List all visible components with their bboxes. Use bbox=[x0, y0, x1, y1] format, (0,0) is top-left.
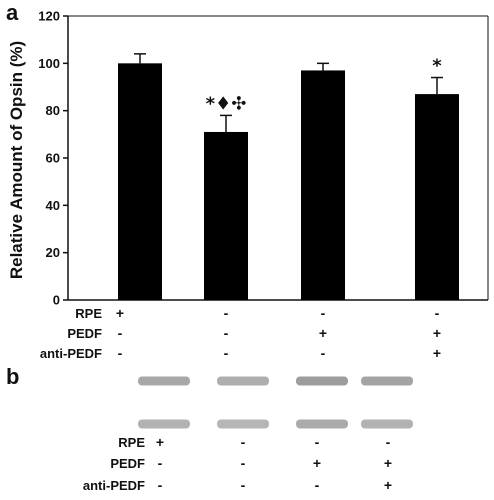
bar bbox=[415, 94, 459, 300]
blot-band bbox=[361, 376, 413, 386]
y-tick-label: 60 bbox=[46, 151, 60, 166]
condition-sign: - bbox=[315, 477, 320, 493]
y-tick-label: 0 bbox=[53, 293, 60, 308]
bars: *♦✣ * bbox=[118, 53, 459, 301]
condition-sign: - bbox=[315, 434, 320, 450]
condition-sign: + bbox=[116, 305, 124, 321]
condition-sign: - bbox=[224, 305, 229, 321]
condition-sign: - bbox=[241, 434, 246, 450]
y-tick-label: 20 bbox=[46, 245, 60, 260]
blot-band bbox=[138, 419, 190, 429]
significance-marker: *♦✣ bbox=[206, 93, 247, 114]
bar bbox=[204, 131, 248, 300]
condition-sign: + bbox=[433, 325, 441, 341]
condition-sign: + bbox=[313, 455, 321, 471]
condition-sign: + bbox=[319, 325, 327, 341]
condition-sign: + bbox=[156, 434, 164, 450]
blot-band bbox=[296, 419, 348, 429]
condition-row-label: anti-PEDF bbox=[40, 346, 102, 361]
condition-sign: - bbox=[118, 345, 123, 361]
condition-sign: - bbox=[435, 305, 440, 321]
condition-sign: + bbox=[384, 455, 392, 471]
significance-marker: * bbox=[432, 56, 442, 77]
condition-table-a: RPE + - - - PEDF - - + + anti-PEDF - - - + bbox=[40, 305, 441, 361]
condition-sign: - bbox=[321, 305, 326, 321]
blot-band bbox=[217, 376, 269, 386]
blot-band bbox=[296, 376, 348, 386]
blot-band bbox=[138, 376, 190, 386]
condition-sign: - bbox=[224, 345, 229, 361]
condition-row-label: anti-PEDF bbox=[83, 478, 145, 493]
condition-table-b: RPE + - - -PEDF - - + +anti-PEDF - - - + bbox=[83, 434, 392, 493]
condition-row-label: RPE bbox=[75, 306, 102, 321]
condition-sign: - bbox=[386, 434, 391, 450]
condition-sign: - bbox=[321, 345, 326, 361]
panel-b-label: b bbox=[6, 364, 19, 389]
condition-sign: - bbox=[158, 455, 163, 471]
panel-a-label: a bbox=[6, 0, 19, 25]
y-tick-label: 100 bbox=[38, 56, 60, 71]
bar bbox=[301, 70, 345, 300]
blot-band bbox=[361, 419, 413, 429]
condition-sign: - bbox=[158, 477, 163, 493]
condition-sign: - bbox=[241, 455, 246, 471]
condition-sign: + bbox=[433, 345, 441, 361]
bar bbox=[118, 63, 162, 301]
y-tick-label: 40 bbox=[46, 198, 60, 213]
condition-sign: - bbox=[241, 477, 246, 493]
western-blot bbox=[138, 376, 413, 429]
condition-sign: - bbox=[118, 325, 123, 341]
y-tick-label: 120 bbox=[38, 9, 60, 24]
y-axis-title: Relative Amount of Opsin (%) bbox=[7, 41, 26, 279]
y-tick-label: 80 bbox=[46, 103, 60, 118]
condition-row-label: RPE bbox=[118, 435, 145, 450]
blot-band bbox=[217, 419, 269, 429]
condition-row-label: PEDF bbox=[110, 456, 145, 471]
condition-row-label: PEDF bbox=[67, 326, 102, 341]
condition-sign: + bbox=[384, 477, 392, 493]
condition-sign: - bbox=[224, 325, 229, 341]
